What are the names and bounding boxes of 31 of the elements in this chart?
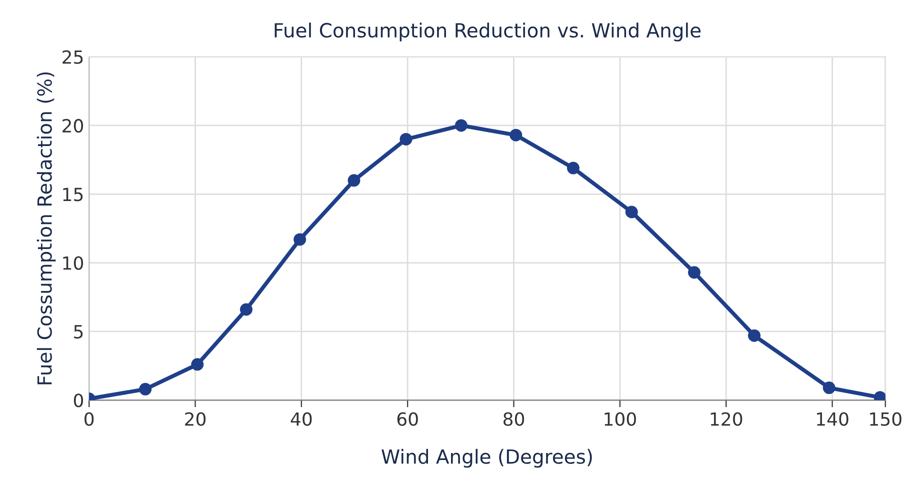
y-tick-label: 20 [62, 118, 84, 133]
y-tick-label: 5 [74, 325, 83, 339]
point [191, 358, 204, 371]
y-tick-label: 0 [74, 394, 84, 408]
x-tick-label: 60 [397, 412, 418, 426]
point [139, 382, 152, 396]
x-tick-label: 150 [870, 412, 902, 426]
point [400, 132, 412, 146]
point [294, 233, 306, 246]
point [688, 266, 701, 279]
chart-title: Fuel Consumption Reduction vs. Wind Angle [274, 22, 701, 42]
x-tick-label: 100 [604, 412, 636, 426]
point [348, 174, 360, 187]
point [510, 128, 522, 142]
x-tick-label: 20 [185, 412, 206, 426]
y-tick-label: 15 [63, 188, 83, 202]
y-tick-label: 25 [62, 50, 83, 64]
x-axis-title: Wind Angle (Degrees) [382, 448, 592, 468]
y-tick-label: 10 [63, 256, 84, 270]
point [566, 162, 580, 174]
x-tick-label: 140 [817, 412, 848, 426]
point [625, 206, 638, 218]
point [454, 119, 468, 132]
y-axis-title: Fuel Cossumption Redaction (%) [36, 72, 56, 384]
x-tick-label: 0 [84, 412, 94, 426]
x-tick-label: 80 [504, 412, 524, 426]
point [748, 329, 760, 342]
x-tick-label: 40 [290, 412, 312, 426]
x-tick-label: 120 [710, 412, 742, 426]
point [822, 382, 836, 394]
point [240, 303, 252, 316]
